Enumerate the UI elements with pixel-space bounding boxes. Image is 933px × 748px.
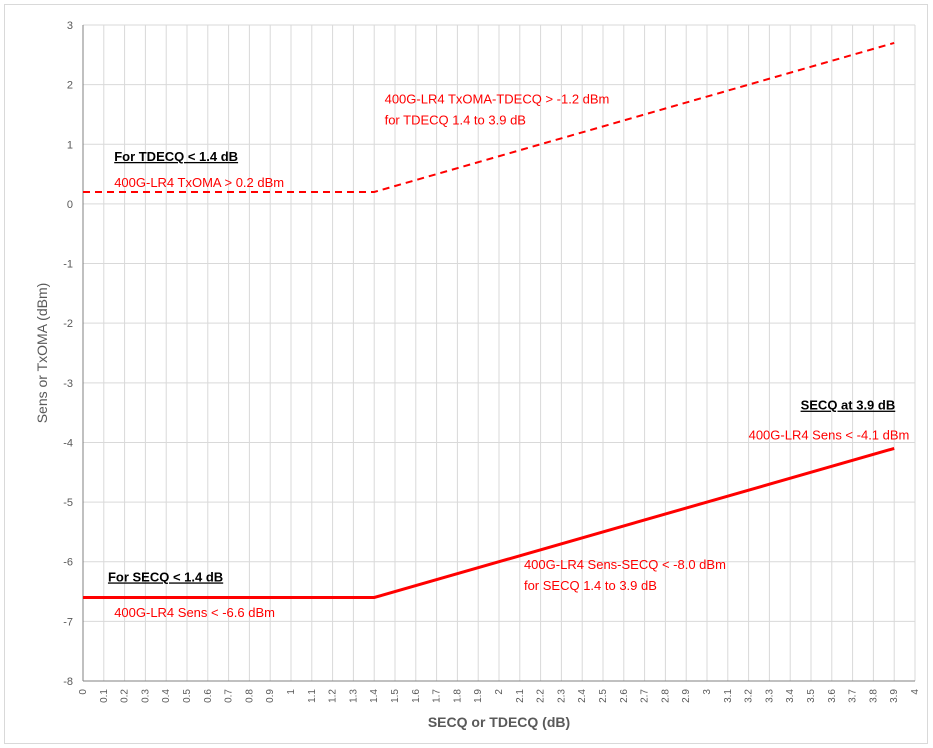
- x-tick-label: 0.9: [265, 689, 276, 703]
- x-tick-label: 3.7: [848, 689, 859, 703]
- ann-tdecq-low-header: For TDECQ < 1.4 dB: [114, 149, 238, 164]
- x-tick-label: 2.8: [660, 689, 671, 703]
- line-chart: 0 0.1 0.2 0.3 0.4 0.5 0.6 0.7 0.8 0.9 1 1.1 1.2 1.3 1.…: [34, 20, 921, 730]
- x-axis-title: SECQ or TDECQ (dB): [428, 714, 570, 730]
- y-tick-label: -1: [63, 259, 73, 271]
- x-tick-label: 2.4: [577, 689, 588, 703]
- x-tick-label: 0.6: [203, 689, 214, 703]
- ann-tdecq-slope-2: for TDECQ 1.4 to 3.9 dB: [385, 113, 526, 128]
- x-tick-label: 3.9: [889, 689, 900, 703]
- x-tick-label: 1.5: [390, 689, 401, 703]
- x-tick-label: 1.4: [369, 689, 380, 703]
- series-txoma-line: [83, 41, 895, 193]
- x-tick-label: 3.4: [785, 689, 796, 703]
- y-tick-label: 3: [67, 20, 73, 32]
- x-tick-label: 1.9: [473, 689, 484, 703]
- ann-secq-slope-1: 400G-LR4 Sens-SECQ < -8.0 dBm: [524, 557, 726, 572]
- x-tick-label: 0.4: [161, 689, 172, 703]
- chart-frame: 0 0.1 0.2 0.3 0.4 0.5 0.6 0.7 0.8 0.9 1 1.1 1.2 1.3 1.…: [4, 4, 928, 744]
- y-tick-label: 1: [67, 139, 73, 151]
- ann-secq-high-header: SECQ at 3.9 dB: [801, 398, 896, 413]
- y-tick-label: -4: [63, 437, 73, 449]
- x-tick-label: 0: [78, 689, 89, 695]
- y-tick-label: -5: [63, 497, 73, 509]
- x-tick-label: 2.9: [681, 689, 692, 703]
- y-tick-label: -2: [63, 318, 73, 330]
- x-tick-label: 1.3: [348, 689, 359, 703]
- series-sens-line: [83, 446, 895, 599]
- ann-secq-high: 400G-LR4 Sens < -4.1 dBm: [749, 427, 910, 442]
- x-tick-label: 2.1: [515, 689, 526, 703]
- x-tick-label: 3.8: [868, 689, 879, 703]
- ann-tdecq-slope-1: 400G-LR4 TxOMA-TDECQ > -1.2 dBm: [385, 92, 610, 107]
- x-tick-label: 3.3: [764, 689, 775, 703]
- x-tick-label: 0.2: [120, 689, 131, 703]
- x-tick-label: 0.8: [244, 689, 255, 703]
- x-tick-label: 1.8: [452, 689, 463, 703]
- y-tick-label: 0: [67, 199, 73, 211]
- x-tick-label: 2.5: [598, 689, 609, 703]
- x-tick-label: 1: [286, 689, 297, 695]
- ann-secq-low: 400G-LR4 Sens < -6.6 dBm: [114, 605, 275, 620]
- ann-secq-low-header: For SECQ < 1.4 dB: [108, 569, 223, 584]
- x-tick-label: 1.6: [411, 689, 422, 703]
- y-tick-label: -3: [63, 378, 73, 390]
- x-tick-label: 1.2: [328, 689, 339, 703]
- x-tick-label: 1.7: [432, 689, 443, 703]
- x-tick-label: 3: [702, 689, 713, 695]
- y-tick-label: -7: [63, 616, 73, 628]
- x-tick-label: 2.2: [536, 689, 547, 703]
- x-tick-label: 0.1: [99, 689, 110, 703]
- x-tick-label: 2.3: [556, 689, 567, 703]
- y-axis-title: Sens or TxOMA (dBm): [34, 283, 50, 424]
- x-tick-label: 2.7: [640, 689, 651, 703]
- x-tick-label: 3.6: [827, 689, 838, 703]
- y-tick-label: -8: [63, 676, 73, 688]
- x-tick-label: 0.5: [182, 689, 193, 703]
- ann-tdecq-low: 400G-LR4 TxOMA > 0.2 dBm: [114, 175, 284, 190]
- x-tick-label: 0.7: [224, 689, 235, 703]
- annotations: For TDECQ < 1.4 dB 400G-LR4 TxOMA > 0.2 d…: [108, 92, 909, 620]
- x-tick-label: 0.3: [140, 689, 151, 703]
- x-tick-label: 4: [910, 689, 921, 695]
- x-tick-label: 3.5: [806, 689, 817, 703]
- y-tick-label: 2: [67, 80, 73, 92]
- axes: 0 0.1 0.2 0.3 0.4 0.5 0.6 0.7 0.8 0.9 1 1.1 1.2 1.3 1.…: [63, 20, 921, 703]
- x-tick-label: 2: [494, 689, 505, 695]
- y-tick-label: -6: [63, 557, 73, 569]
- series: [83, 41, 895, 599]
- ann-secq-slope-2: for SECQ 1.4 to 3.9 dB: [524, 578, 657, 593]
- x-tick-label: 3.1: [723, 689, 734, 703]
- x-tick-label: 2.6: [619, 689, 630, 703]
- x-tick-label: 1.1: [307, 689, 318, 703]
- x-tick-label: 3.2: [744, 689, 755, 703]
